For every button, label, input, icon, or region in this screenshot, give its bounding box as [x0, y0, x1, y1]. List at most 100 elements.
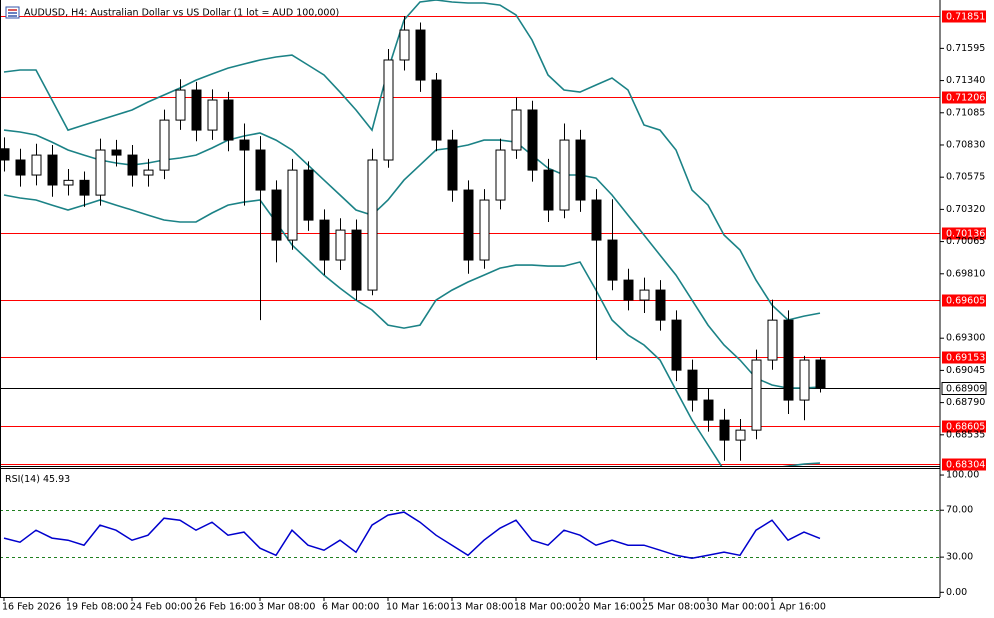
- candle-body: [287, 169, 298, 241]
- chart-title: AUDUSD, H4: Australian Dollar vs US Doll…: [24, 8, 339, 19]
- candle-body: [223, 99, 234, 141]
- candle-body: [31, 154, 42, 176]
- candle-body: [383, 59, 394, 161]
- symbol-icon: [5, 6, 20, 19]
- candle-body: [303, 169, 314, 221]
- y-tick-label: 0.70320: [946, 204, 985, 215]
- x-tick-label: 25 Mar 08:00: [642, 602, 705, 613]
- bollinger-upper: [3, 0, 821, 321]
- rsi-panel: [0, 510, 940, 559]
- candle-body: [639, 289, 650, 301]
- candle-body: [159, 119, 170, 171]
- y-tick-label: 0.70065: [946, 236, 985, 247]
- x-tick-label: 19 Feb 08:00: [66, 602, 128, 613]
- candle-body: [367, 159, 378, 291]
- candle-body: [655, 289, 666, 321]
- rsi-title: RSI(14) 45.93: [5, 474, 70, 485]
- candle-body: [751, 359, 762, 431]
- y-tick-label: 0.69300: [946, 333, 985, 344]
- candle-body: [671, 319, 682, 371]
- candle-body: [271, 189, 282, 241]
- bollinger-lower: [3, 194, 821, 466]
- level-label: 0.68304: [946, 460, 985, 471]
- level-label-box: [942, 458, 986, 471]
- candle-body: [607, 239, 618, 281]
- candle-body: [783, 319, 794, 401]
- candle-body: [0, 148, 10, 161]
- current-price-label: 0.68909: [946, 384, 985, 395]
- x-tick-label: 20 Mar 16:00: [578, 602, 641, 613]
- level-label: 0.69605: [946, 296, 985, 307]
- candle-body: [319, 219, 330, 261]
- candle-body: [335, 229, 346, 261]
- x-tick-label: 26 Feb 16:00: [194, 602, 256, 613]
- candle-body: [623, 279, 634, 301]
- candle-body: [127, 154, 138, 176]
- candle-body: [735, 429, 746, 441]
- level-label-box: [942, 294, 986, 307]
- candle-body: [175, 89, 186, 121]
- candle-body: [703, 399, 714, 421]
- candle-body: [527, 109, 538, 171]
- rsi-value: 45.93: [43, 474, 70, 485]
- level-label-box: [942, 227, 986, 240]
- candle-body: [799, 359, 810, 401]
- candle-body: [463, 189, 474, 261]
- rsi-name: RSI(14): [5, 474, 40, 485]
- x-tick-label: 3 Mar 08:00: [258, 602, 315, 613]
- candle-body: [95, 149, 106, 196]
- candle-body: [399, 29, 410, 61]
- y-tick-label: 0.68535: [946, 429, 985, 440]
- level-label: 0.68605: [946, 422, 985, 433]
- candle-body: [47, 154, 58, 186]
- candle-body: [79, 179, 90, 196]
- candle-body: [719, 419, 730, 441]
- level-label: 0.71851: [946, 12, 985, 23]
- x-tick-label: 30 Mar 00:00: [706, 602, 769, 613]
- candle-body: [431, 79, 442, 141]
- x-tick-label: 16 Feb 2026: [2, 602, 61, 613]
- candle-body: [687, 369, 698, 401]
- level-label: 0.69153: [946, 353, 985, 364]
- x-tick-label: 6 Mar 00:00: [322, 602, 379, 613]
- level-label-box: [942, 10, 986, 23]
- y-tick-label: 0.71085: [946, 107, 985, 118]
- candle-body: [591, 199, 602, 241]
- candle-body: [207, 99, 218, 131]
- y-tick-label: 0.00: [946, 587, 967, 598]
- y-tick-label: 0.69045: [946, 365, 985, 376]
- price-panel: [0, 0, 940, 466]
- candle-body: [351, 229, 362, 291]
- candle-body: [767, 319, 778, 361]
- level-label-box: [942, 351, 986, 364]
- candle-body: [543, 169, 554, 211]
- rsi-line: [3, 511, 821, 559]
- x-tick-label: 13 Mar 08:00: [450, 602, 513, 613]
- x-tick-label: 18 Mar 00:00: [514, 602, 577, 613]
- y-tick-label: 0.68790: [946, 397, 985, 408]
- level-label-box: [942, 91, 986, 104]
- candle-body: [15, 159, 26, 176]
- x-tick-label: 24 Feb 00:00: [130, 602, 192, 613]
- x-tick-label: 1 Apr 16:00: [770, 602, 826, 613]
- candle-body: [255, 149, 266, 191]
- candle-body: [415, 29, 426, 81]
- y-tick-label: 0.69810: [946, 268, 985, 279]
- y-tick-label: 100.00: [946, 470, 979, 481]
- current-price-box: [941, 382, 987, 395]
- y-tick-label: 0.70830: [946, 139, 985, 150]
- y-tick-label: 30.00: [946, 552, 973, 563]
- candle-body: [63, 179, 74, 186]
- candle-body: [111, 149, 122, 156]
- candle-body: [495, 149, 506, 201]
- candle-body: [239, 139, 250, 151]
- candle-body: [559, 139, 570, 211]
- level-label: 0.70136: [946, 229, 985, 240]
- y-tick-label: 0.71340: [946, 75, 985, 86]
- candle-body: [191, 89, 202, 131]
- candle-body: [143, 169, 154, 176]
